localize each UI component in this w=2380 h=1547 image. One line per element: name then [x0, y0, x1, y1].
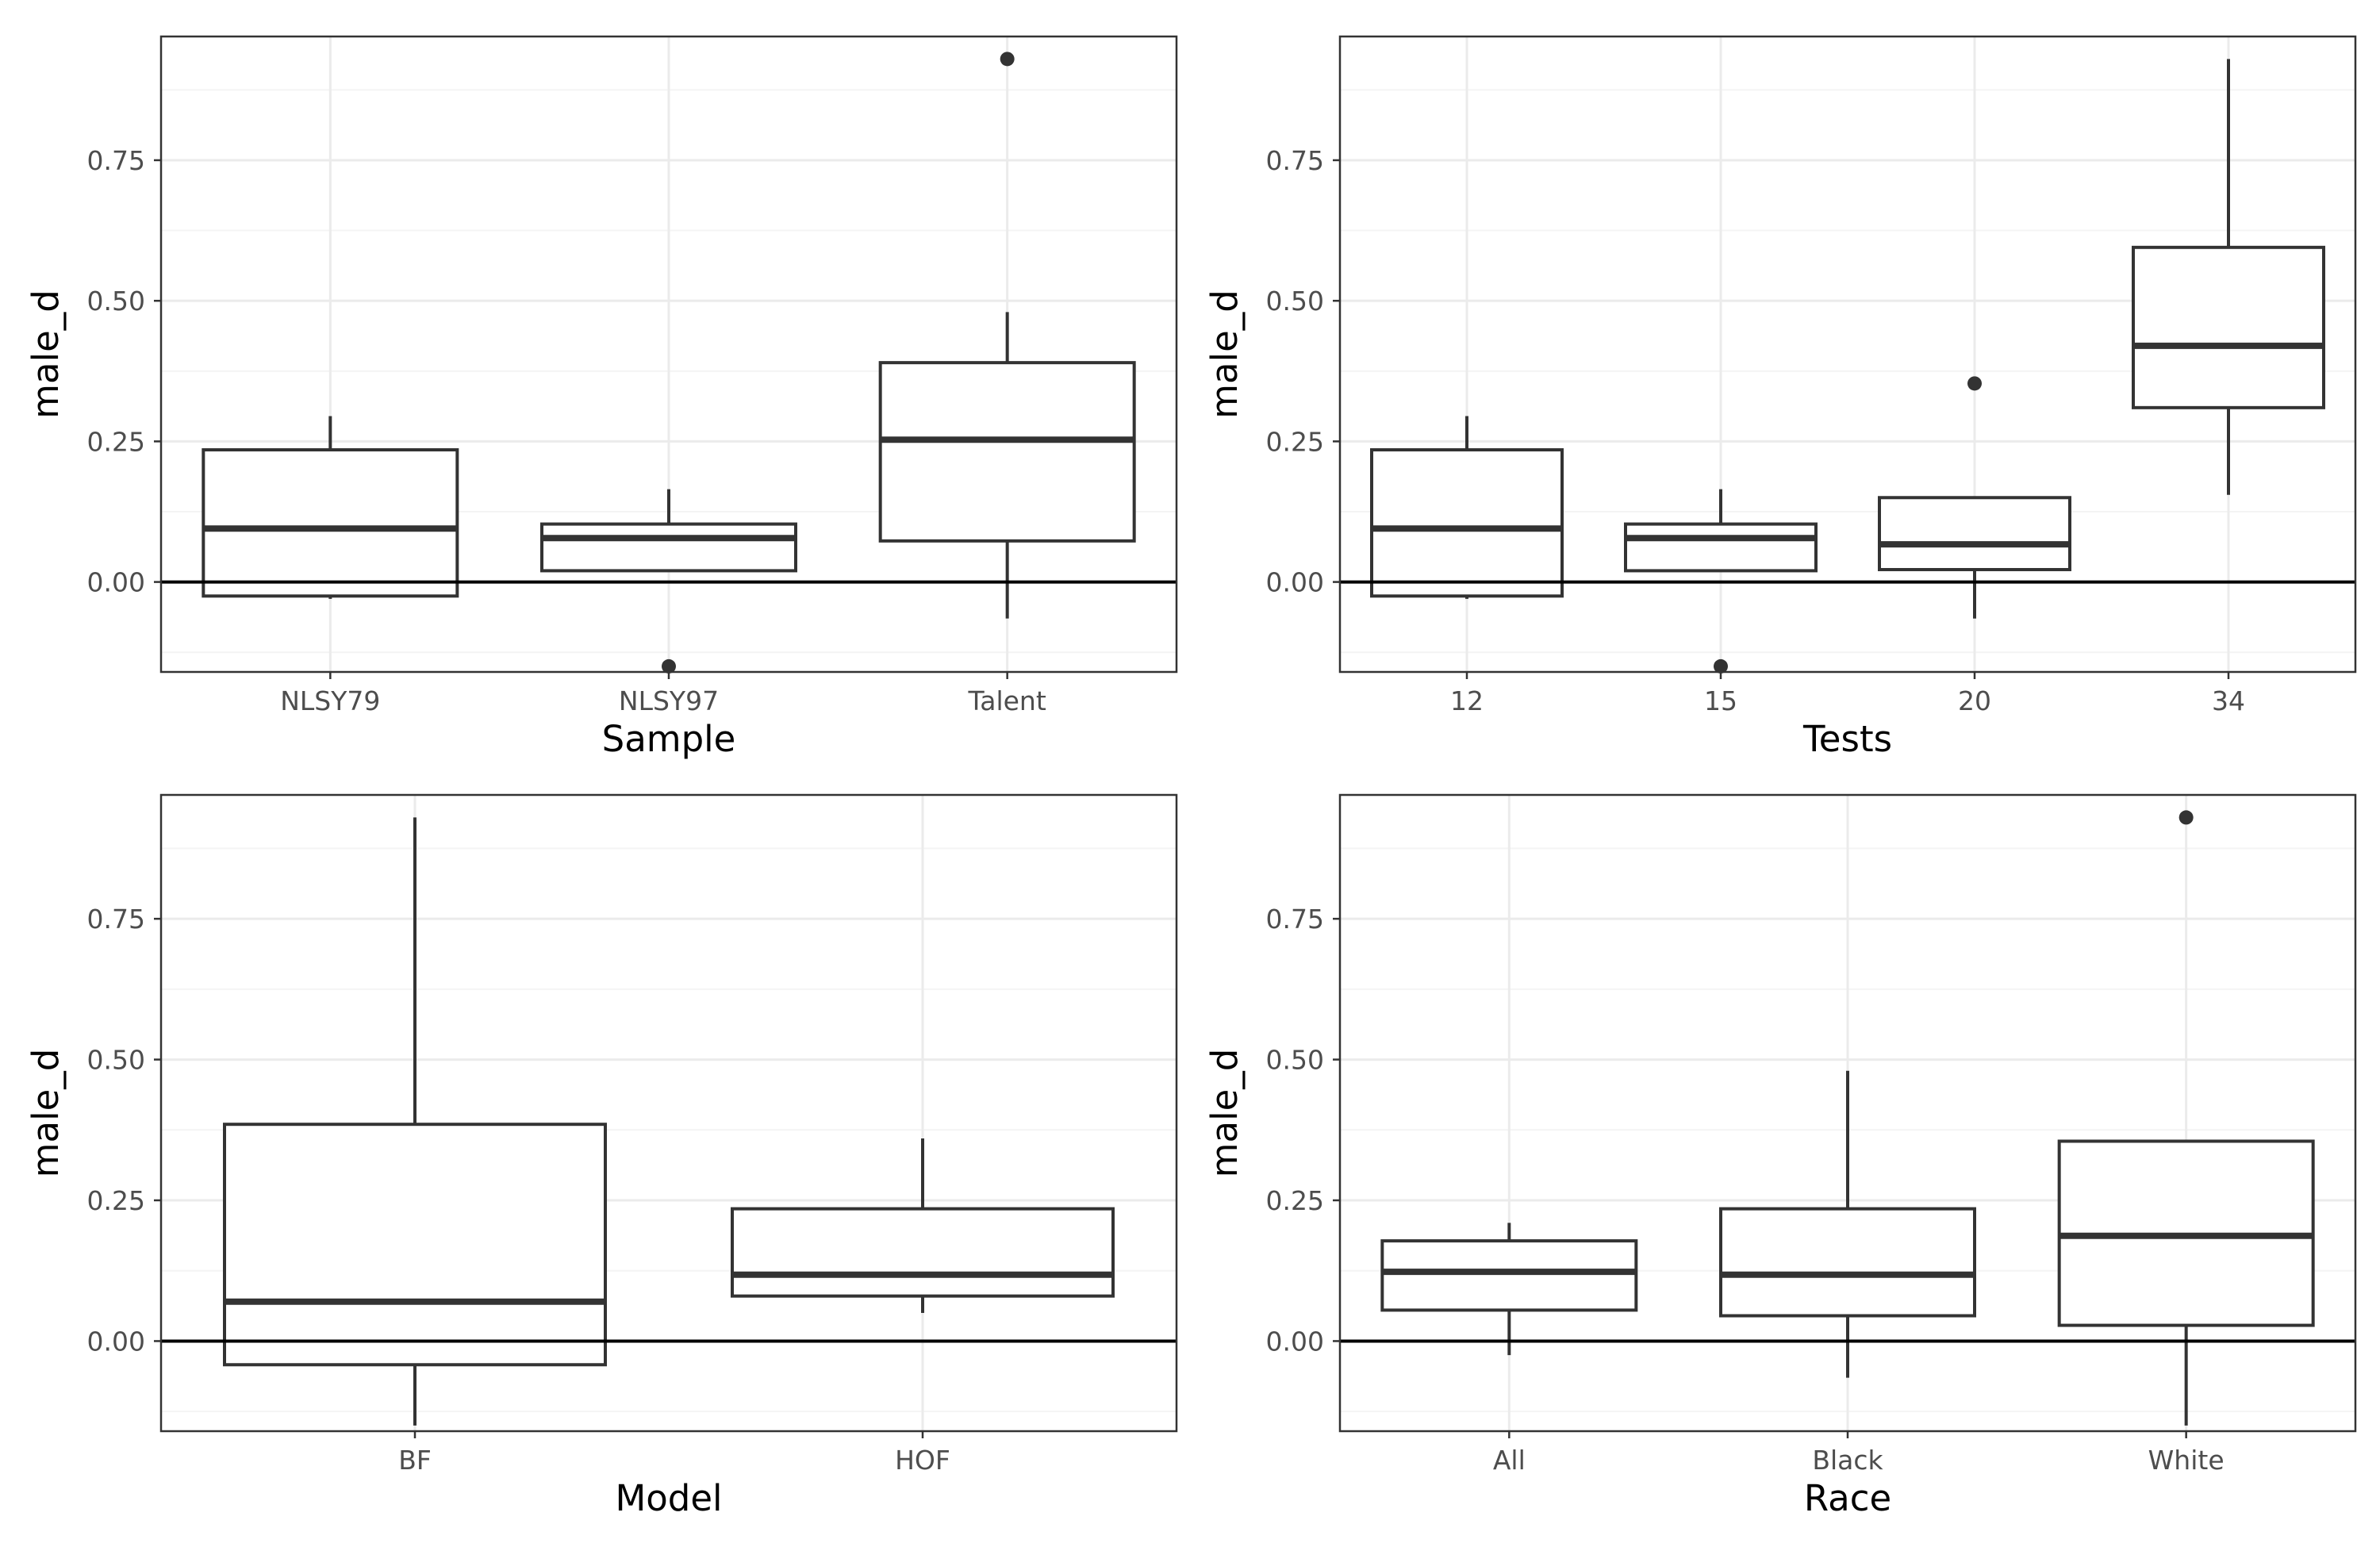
box-iqr — [731, 1207, 1115, 1298]
panel-border — [159, 793, 1178, 1433]
box-iqr — [540, 522, 797, 573]
outlier-point — [662, 658, 676, 674]
box-iqr — [2132, 245, 2325, 409]
x-tick-label: NLSY79 — [280, 685, 380, 716]
outlier-point — [1967, 376, 1982, 391]
box-15 — [1624, 489, 1818, 674]
y-tick-label: 0.00 — [1266, 567, 1324, 598]
y-tick-label: 0.25 — [87, 426, 145, 457]
box-iqr — [878, 361, 1136, 543]
box-12 — [1370, 416, 1564, 599]
box-BF — [223, 817, 607, 1426]
y-tick-label: 0.50 — [87, 286, 145, 317]
x-axis-title: Model — [615, 1477, 722, 1519]
y-tick-label: 0.50 — [1266, 1045, 1324, 1076]
box-iqr — [223, 1123, 607, 1367]
y-tick-label: 0.00 — [1266, 1326, 1324, 1357]
x-axis-title: Tests — [1802, 718, 1892, 760]
x-tick-label: 20 — [1958, 685, 1991, 716]
box-White — [2057, 810, 2315, 1426]
x-tick-label: NLSY97 — [619, 685, 719, 716]
x-tick-label: BF — [398, 1445, 432, 1476]
y-tick-label: 0.25 — [1266, 1185, 1324, 1216]
outlier-point — [1714, 658, 1728, 674]
box-NLSY79 — [202, 416, 459, 599]
y-tick-label: 0.75 — [87, 904, 145, 935]
box-iqr — [202, 448, 459, 598]
panel-border — [1338, 35, 2357, 674]
box-iqr — [1370, 448, 1564, 598]
y-axis-title: male_d — [1203, 1049, 1246, 1178]
y-tick-label: 0.25 — [1266, 426, 1324, 457]
box-Black — [1719, 1070, 1976, 1378]
y-axis-title: male_d — [1203, 290, 1246, 419]
x-tick-label: 15 — [1704, 685, 1737, 716]
y-tick-label: 0.75 — [1266, 904, 1324, 935]
y-tick-label: 0.75 — [87, 145, 145, 176]
chart-panel-3: 0.00 0.25 0.50 0.75 BF HOF Model male_d — [25, 793, 1178, 1519]
box-iqr — [1878, 496, 2071, 571]
y-tick-label: 0.00 — [87, 1326, 145, 1357]
box-iqr — [1380, 1239, 1638, 1312]
chart-panel-4: 0.00 0.25 0.50 0.75 All Black White Race male_d — [1203, 793, 2357, 1519]
y-axis-title: male_d — [25, 1049, 67, 1178]
x-tick-label: 34 — [2212, 685, 2245, 716]
chart-panel-2: 0.00 0.25 0.50 0.75 12 15 20 34 Tests male_d — [1203, 35, 2357, 760]
box-iqr — [1624, 522, 1818, 573]
x-tick-label: Talent — [968, 685, 1046, 716]
y-axis-title: male_d — [25, 290, 67, 419]
box-All — [1380, 1223, 1638, 1356]
outlier-point — [1000, 52, 1015, 67]
y-tick-label: 0.00 — [87, 567, 145, 598]
x-tick-label: Black — [1812, 1445, 1883, 1476]
y-tick-label: 0.75 — [1266, 145, 1324, 176]
box-HOF — [731, 1138, 1115, 1313]
x-tick-label: All — [1493, 1445, 1526, 1476]
x-tick-label: HOF — [895, 1445, 950, 1476]
outlier-point — [2178, 810, 2194, 825]
box-iqr — [1719, 1207, 1976, 1318]
x-tick-label: White — [2148, 1445, 2225, 1476]
y-tick-label: 0.50 — [1266, 286, 1324, 317]
box-20 — [1878, 376, 2071, 619]
box-Talent — [878, 52, 1136, 619]
x-axis-title: Sample — [602, 718, 736, 760]
box-NLSY97 — [540, 489, 797, 674]
chart-panel-1: 0.00 0.25 0.50 0.75 NLSY79 NLSY97 Talent Sample… — [25, 35, 1178, 760]
box-34 — [2132, 59, 2325, 495]
x-axis-title: Race — [1804, 1477, 1891, 1519]
y-tick-label: 0.50 — [87, 1045, 145, 1076]
y-tick-label: 0.25 — [87, 1185, 145, 1216]
x-tick-label: 12 — [1450, 685, 1484, 716]
